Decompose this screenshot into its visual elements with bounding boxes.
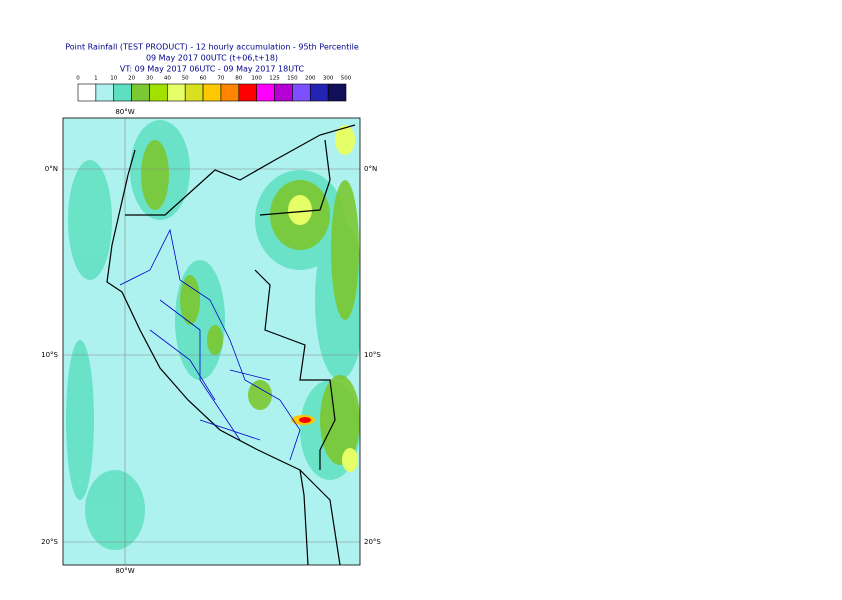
legend-label: 20 (128, 76, 135, 82)
map-frame (62, 117, 361, 566)
legend-swatch (292, 83, 311, 102)
legend-label: 10 (110, 76, 117, 82)
legend-label: 300 (323, 76, 334, 82)
legend-label: 0 (76, 76, 80, 82)
title-line: 09 May 2017 00UTC (t+06,t+18) (146, 54, 278, 63)
legend-swatch (113, 83, 132, 102)
legend-swatch (256, 83, 275, 102)
lat-label: 0°N (364, 165, 377, 173)
lat-label: 10°S (364, 351, 381, 359)
legend-label: 150 (287, 76, 298, 82)
legend-swatch (274, 83, 293, 102)
legend: 0 1 10 20 30 40 50 60 70 80 100 125 150 200 300 500 (76, 76, 352, 102)
legend-swatch (220, 83, 240, 102)
legend-label: 500 (341, 76, 352, 82)
legend-swatch (131, 83, 150, 102)
legend-swatch (77, 83, 97, 102)
legend-swatch (184, 83, 204, 102)
legend-label: 125 (269, 76, 280, 82)
legend-label: 200 (305, 76, 316, 82)
legend-label: 40 (164, 76, 171, 82)
legend-swatch (167, 83, 186, 102)
title-line: VT: 09 May 2017 06UTC - 09 May 2017 18UT… (120, 65, 305, 74)
legend-swatch (309, 83, 329, 102)
legend-label: 1 (94, 76, 98, 82)
lon-label: 80°W (115, 567, 134, 575)
legend-swatch (327, 83, 347, 102)
title-line: Point Rainfall (TEST PRODUCT) - 12 hourl… (65, 43, 359, 52)
legend-label: 80 (235, 76, 242, 82)
lat-label: 20°S (364, 538, 381, 546)
legend-swatch (202, 83, 222, 102)
lat-label: 10°S (41, 351, 58, 359)
map (63, 118, 360, 565)
legend-swatch (149, 83, 168, 102)
legend-label: 70 (217, 76, 224, 82)
legend-label: 100 (251, 76, 262, 82)
lat-label: 20°S (41, 538, 58, 546)
legend-label: 30 (146, 76, 153, 82)
lat-label: 0°N (45, 165, 58, 173)
legend-label: 50 (182, 76, 189, 82)
legend-label: 60 (200, 76, 207, 82)
legend-swatch (95, 83, 115, 102)
lon-label: 80°W (115, 108, 134, 116)
legend-swatch (238, 83, 257, 102)
